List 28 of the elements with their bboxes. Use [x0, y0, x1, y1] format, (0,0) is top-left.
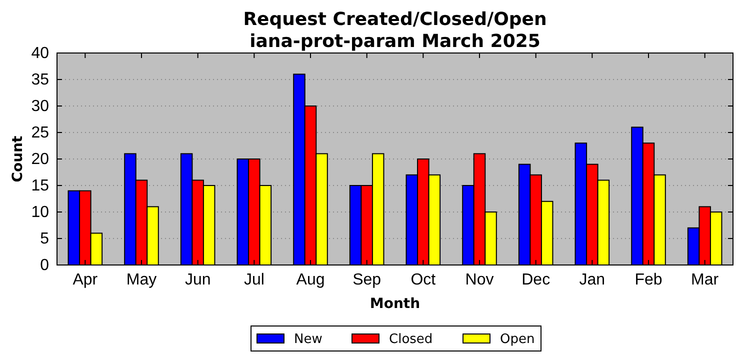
legend-label: Closed [389, 332, 433, 347]
y-tick-label: 30 [31, 98, 50, 116]
y-tick-label: 5 [40, 230, 50, 248]
x-tick-label: Oct [410, 271, 436, 288]
y-tick-label: 35 [31, 72, 50, 89]
x-tick-label: Mar [691, 271, 720, 288]
y-tick-label: 25 [31, 124, 50, 142]
x-tick-label: Apr [72, 271, 98, 288]
x-tick-label: Feb [634, 271, 662, 288]
x-tick-label: May [126, 271, 157, 288]
x-tick-label: Nov [465, 271, 494, 288]
y-tick-label: 20 [31, 151, 50, 168]
y-axis-title: Count [10, 135, 26, 182]
chart-subtitle: iana-prot-param March 2025 [250, 31, 540, 52]
y-tick-label: 10 [31, 204, 50, 222]
x-tick-label: Sep [352, 271, 382, 288]
y-tick-label: 0 [40, 257, 50, 274]
x-tick-label: Jul [244, 271, 264, 288]
legend-label: Open [500, 332, 535, 347]
x-tick-label: Jan [579, 271, 606, 288]
x-axis-title: Month [370, 296, 420, 312]
x-tick-label: Jun [184, 271, 211, 288]
y-tick-label: 15 [31, 178, 50, 195]
legend-label: New [294, 332, 323, 347]
chart-title: Request Created/Closed/Open [243, 9, 547, 30]
x-tick-label: Dec [522, 271, 550, 288]
y-tick-label: 40 [31, 45, 50, 62]
x-tick-label: Aug [296, 271, 325, 288]
